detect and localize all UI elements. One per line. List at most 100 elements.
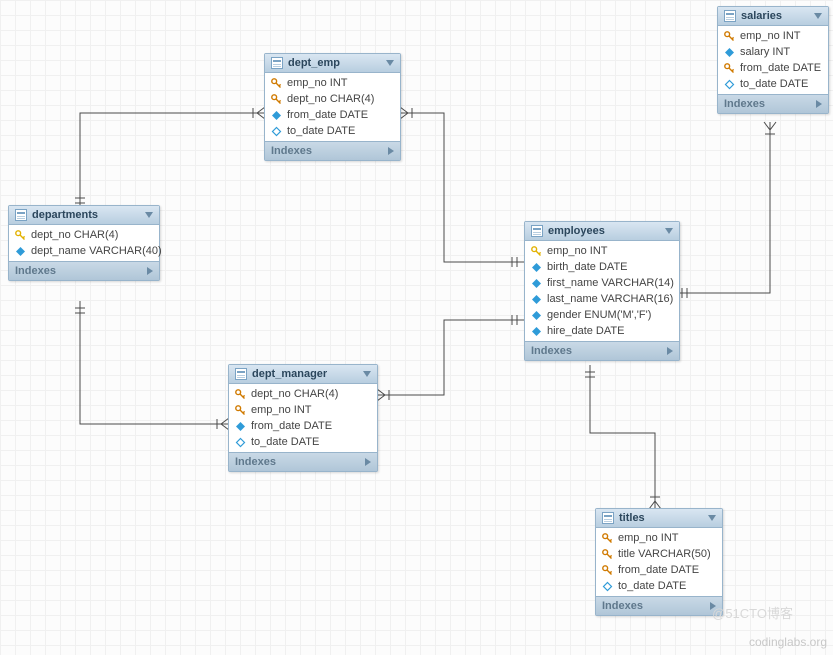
relation-employees-salaries: [680, 123, 770, 293]
column-label: salary INT: [740, 46, 790, 58]
columns-list-salaries: emp_no INT salary INT from_date DATE to_…: [718, 26, 828, 94]
collapse-caret-icon[interactable]: [363, 371, 371, 377]
column-label: to_date DATE: [618, 580, 686, 592]
column-label: emp_no INT: [618, 532, 679, 544]
column-dept_emp-3: to_date DATE: [265, 123, 400, 139]
table-icon: [602, 512, 614, 524]
column-employees-4: gender ENUM('M','F'): [525, 307, 679, 323]
table-title: dept_emp: [288, 57, 340, 69]
column-label: from_date DATE: [251, 420, 332, 432]
table-departments[interactable]: departments dept_no CHAR(4) dept_name VA…: [8, 205, 160, 281]
watermark-codinglabs: codinglabs.org: [749, 635, 827, 649]
column-label: from_date DATE: [287, 109, 368, 121]
column-titles-2: from_date DATE: [596, 562, 722, 578]
column-label: dept_no CHAR(4): [31, 229, 118, 241]
relation-departments-dept_manager: [80, 301, 228, 424]
collapse-caret-icon[interactable]: [665, 228, 673, 234]
column-salaries-3: to_date DATE: [718, 76, 828, 92]
table-icon: [724, 10, 736, 22]
indexes-label: Indexes: [271, 145, 312, 157]
column-employees-0: emp_no INT: [525, 243, 679, 259]
column-label: from_date DATE: [618, 564, 699, 576]
column-label: first_name VARCHAR(14): [547, 277, 674, 289]
column-salaries-1: salary INT: [718, 44, 828, 60]
table-title: departments: [32, 209, 98, 221]
table-icon: [531, 225, 543, 237]
columns-list-dept_emp: emp_no INT dept_no CHAR(4) from_date DAT…: [265, 73, 400, 141]
column-employees-5: hire_date DATE: [525, 323, 679, 339]
table-header-dept_manager[interactable]: dept_manager: [229, 365, 377, 384]
table-icon: [15, 209, 27, 221]
indexes-label: Indexes: [602, 600, 643, 612]
expand-arrow-icon[interactable]: [667, 347, 673, 355]
column-dept_manager-2: from_date DATE: [229, 418, 377, 434]
column-label: last_name VARCHAR(16): [547, 293, 673, 305]
indexes-label: Indexes: [235, 456, 276, 468]
column-label: emp_no INT: [740, 30, 801, 42]
column-label: emp_no INT: [251, 404, 312, 416]
table-header-dept_emp[interactable]: dept_emp: [265, 54, 400, 73]
columns-list-dept_manager: dept_no CHAR(4) emp_no INT from_date DAT…: [229, 384, 377, 452]
table-header-departments[interactable]: departments: [9, 206, 159, 225]
table-icon: [235, 368, 247, 380]
expand-arrow-icon[interactable]: [365, 458, 371, 466]
expand-arrow-icon[interactable]: [388, 147, 394, 155]
collapse-caret-icon[interactable]: [708, 515, 716, 521]
column-label: title VARCHAR(50): [618, 548, 711, 560]
columns-list-departments: dept_no CHAR(4) dept_name VARCHAR(40): [9, 225, 159, 261]
table-title: employees: [548, 225, 605, 237]
indexes-footer-employees[interactable]: Indexes: [525, 341, 679, 360]
indexes-footer-salaries[interactable]: Indexes: [718, 94, 828, 113]
column-dept_emp-2: from_date DATE: [265, 107, 400, 123]
table-icon: [271, 57, 283, 69]
indexes-label: Indexes: [531, 345, 572, 357]
table-salaries[interactable]: salaries emp_no INT salary INT from_date…: [717, 6, 829, 114]
column-label: to_date DATE: [251, 436, 319, 448]
table-header-salaries[interactable]: salaries: [718, 7, 828, 26]
relation-employees-titles: [590, 365, 655, 508]
column-salaries-2: from_date DATE: [718, 60, 828, 76]
relation-departments-dept_emp: [80, 113, 264, 205]
table-dept_emp[interactable]: dept_emp emp_no INT dept_no CHAR(4) from…: [264, 53, 401, 161]
column-label: from_date DATE: [740, 62, 821, 74]
table-header-employees[interactable]: employees: [525, 222, 679, 241]
column-salaries-0: emp_no INT: [718, 28, 828, 44]
indexes-footer-dept_emp[interactable]: Indexes: [265, 141, 400, 160]
column-employees-1: birth_date DATE: [525, 259, 679, 275]
indexes-label: Indexes: [724, 98, 765, 110]
column-dept_emp-0: emp_no INT: [265, 75, 400, 91]
table-title: dept_manager: [252, 368, 327, 380]
columns-list-titles: emp_no INT title VARCHAR(50) from_date D…: [596, 528, 722, 596]
column-label: dept_name VARCHAR(40): [31, 245, 162, 257]
collapse-caret-icon[interactable]: [145, 212, 153, 218]
collapse-caret-icon[interactable]: [386, 60, 394, 66]
column-label: dept_no CHAR(4): [251, 388, 338, 400]
relation-employees-dept_manager: [378, 320, 524, 395]
expand-arrow-icon[interactable]: [816, 100, 822, 108]
column-titles-0: emp_no INT: [596, 530, 722, 546]
column-dept_manager-1: emp_no INT: [229, 402, 377, 418]
table-dept_manager[interactable]: dept_manager dept_no CHAR(4) emp_no INT …: [228, 364, 378, 472]
column-label: hire_date DATE: [547, 325, 624, 337]
collapse-caret-icon[interactable]: [814, 13, 822, 19]
column-dept_emp-1: dept_no CHAR(4): [265, 91, 400, 107]
column-label: gender ENUM('M','F'): [547, 309, 651, 321]
table-employees[interactable]: employees emp_no INT birth_date DATE fir…: [524, 221, 680, 361]
expand-arrow-icon[interactable]: [147, 267, 153, 275]
indexes-footer-titles[interactable]: Indexes: [596, 596, 722, 615]
indexes-footer-departments[interactable]: Indexes: [9, 261, 159, 280]
indexes-footer-dept_manager[interactable]: Indexes: [229, 452, 377, 471]
column-label: to_date DATE: [740, 78, 808, 90]
column-label: emp_no INT: [287, 77, 348, 89]
column-titles-3: to_date DATE: [596, 578, 722, 594]
column-dept_manager-0: dept_no CHAR(4): [229, 386, 377, 402]
column-titles-1: title VARCHAR(50): [596, 546, 722, 562]
relation-employees-dept_emp: [401, 113, 524, 262]
table-titles[interactable]: titles emp_no INT title VARCHAR(50) from…: [595, 508, 723, 616]
table-title: salaries: [741, 10, 782, 22]
table-header-titles[interactable]: titles: [596, 509, 722, 528]
column-label: dept_no CHAR(4): [287, 93, 374, 105]
column-departments-1: dept_name VARCHAR(40): [9, 243, 159, 259]
column-employees-3: last_name VARCHAR(16): [525, 291, 679, 307]
table-title: titles: [619, 512, 645, 524]
